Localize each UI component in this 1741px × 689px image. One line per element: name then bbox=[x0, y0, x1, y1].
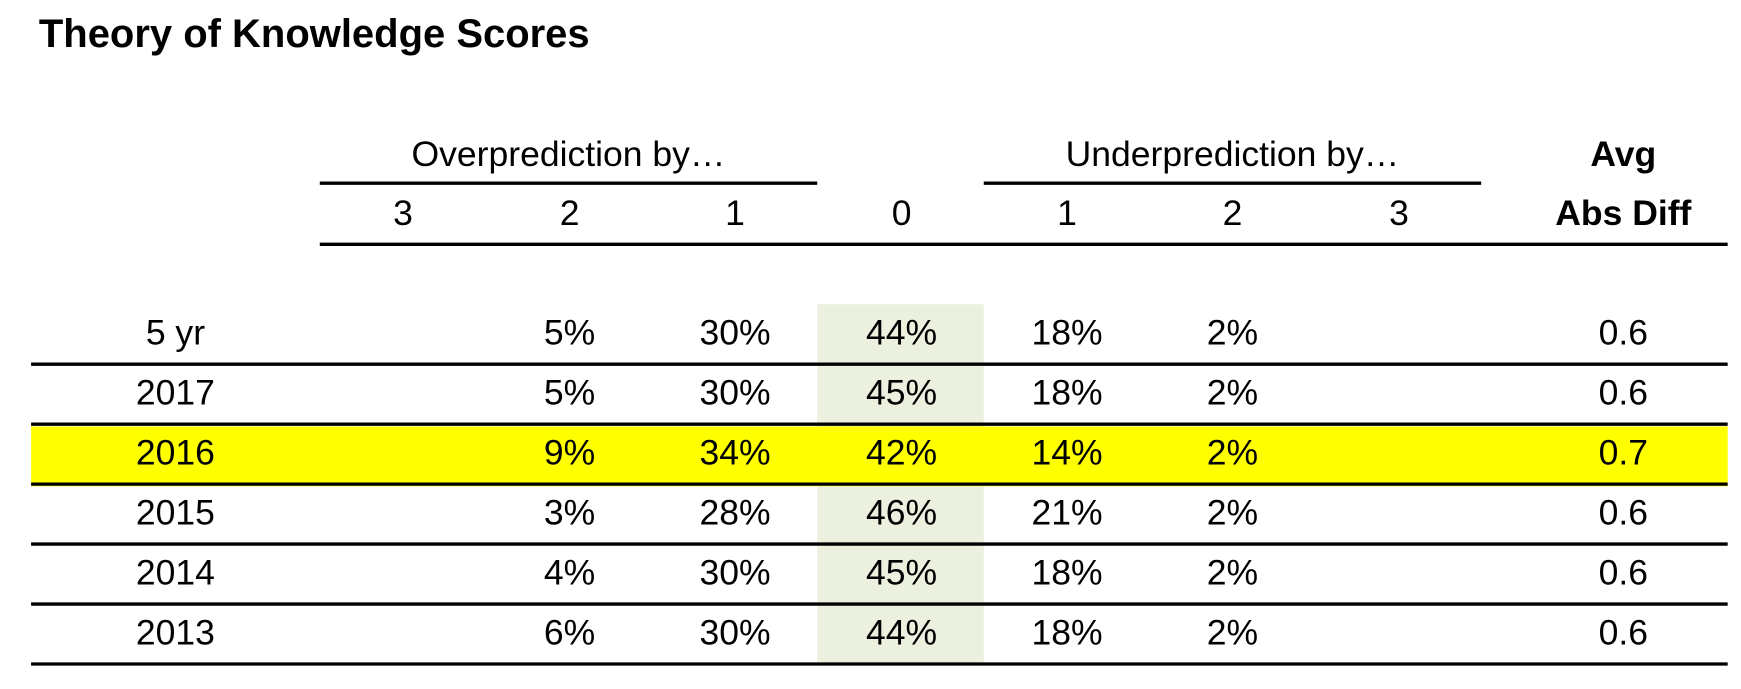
column-header: 1 bbox=[725, 193, 745, 233]
avg-cell: 0.6 bbox=[1599, 373, 1648, 413]
column-header: 3 bbox=[1389, 193, 1409, 233]
column-header: 0 bbox=[892, 193, 912, 233]
row-label: 2013 bbox=[136, 613, 215, 653]
avg-cell: 0.7 bbox=[1599, 433, 1648, 473]
cell: 46% bbox=[866, 493, 937, 533]
cell: 30% bbox=[699, 313, 770, 353]
cell: 44% bbox=[866, 313, 937, 353]
row-label: 2015 bbox=[136, 493, 215, 533]
cell: 18% bbox=[1031, 553, 1102, 593]
cell: 28% bbox=[699, 493, 770, 533]
group-header: Underprediction by… bbox=[1066, 134, 1400, 174]
cell: 42% bbox=[866, 433, 937, 473]
row-label: 2014 bbox=[136, 553, 215, 593]
row-label: 5 yr bbox=[146, 313, 205, 353]
cell: 3% bbox=[544, 493, 595, 533]
column-header: 2 bbox=[1223, 193, 1243, 233]
cell: 4% bbox=[544, 553, 595, 593]
title: Theory of Knowledge Scores bbox=[39, 12, 590, 56]
column-header: 3 bbox=[393, 193, 413, 233]
cell: 21% bbox=[1031, 493, 1102, 533]
cell: 30% bbox=[699, 613, 770, 653]
cell: 45% bbox=[866, 373, 937, 413]
cell: 2% bbox=[1207, 553, 1258, 593]
cell: 18% bbox=[1031, 373, 1102, 413]
avg-cell: 0.6 bbox=[1599, 613, 1648, 653]
row-highlight bbox=[31, 426, 1728, 487]
row-label: 2016 bbox=[136, 433, 215, 473]
cell: 5% bbox=[544, 313, 595, 353]
cell: 18% bbox=[1031, 613, 1102, 653]
group-header: Overprediction by… bbox=[412, 134, 726, 174]
cell: 9% bbox=[544, 433, 595, 473]
cell: 2% bbox=[1207, 493, 1258, 533]
cell: 18% bbox=[1031, 313, 1102, 353]
cell: 44% bbox=[866, 613, 937, 653]
column-header: 1 bbox=[1057, 193, 1077, 233]
cell: 30% bbox=[699, 373, 770, 413]
cell: 34% bbox=[699, 433, 770, 473]
cell: 6% bbox=[544, 613, 595, 653]
cell: 14% bbox=[1031, 433, 1102, 473]
cell: 2% bbox=[1207, 613, 1258, 653]
cell: 2% bbox=[1207, 373, 1258, 413]
row-label: 2017 bbox=[136, 373, 215, 413]
avg-cell: 0.6 bbox=[1599, 493, 1648, 533]
cell: 5% bbox=[544, 373, 595, 413]
cell: 2% bbox=[1207, 313, 1258, 353]
avg-header: Abs Diff bbox=[1555, 193, 1691, 233]
cell: 45% bbox=[866, 553, 937, 593]
avg-header: Avg bbox=[1590, 134, 1656, 174]
cell: 2% bbox=[1207, 433, 1258, 473]
cell: 30% bbox=[699, 553, 770, 593]
column-header: 2 bbox=[560, 193, 580, 233]
avg-cell: 0.6 bbox=[1599, 553, 1648, 593]
avg-cell: 0.6 bbox=[1599, 313, 1648, 353]
